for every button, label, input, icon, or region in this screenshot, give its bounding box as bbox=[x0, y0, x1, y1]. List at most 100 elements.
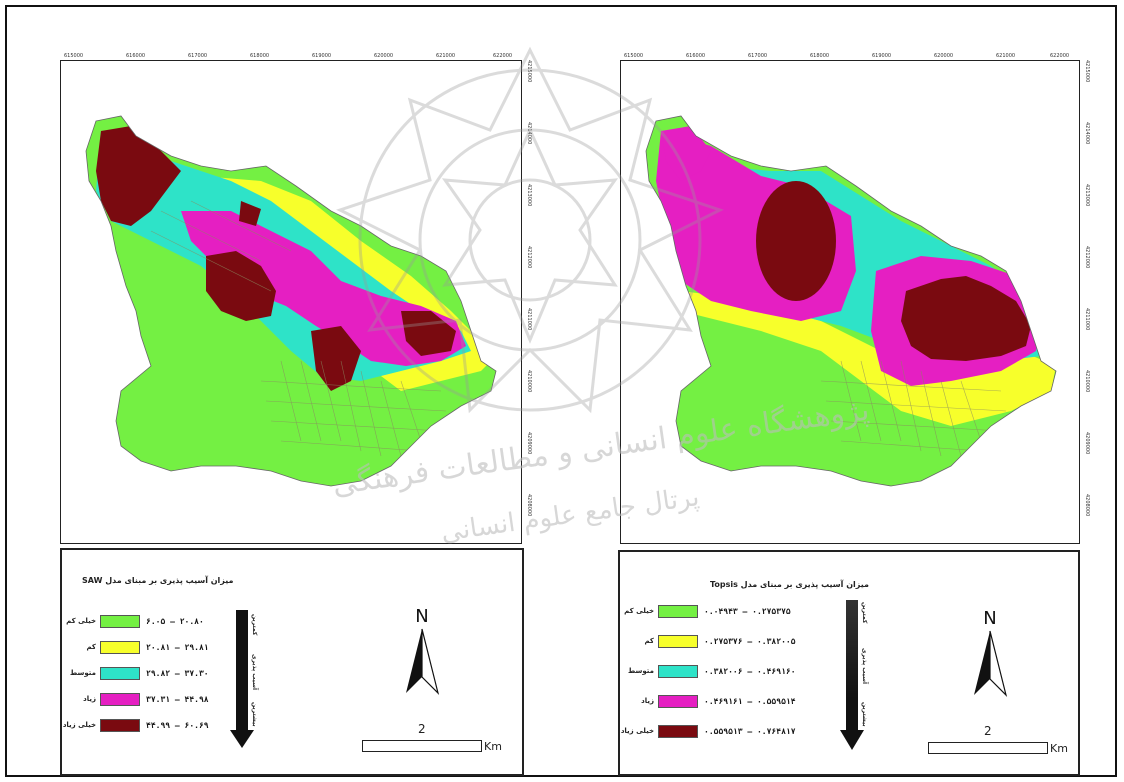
saw-x-tick: 618000 bbox=[250, 53, 270, 59]
north-arrow-icon bbox=[406, 628, 440, 695]
saw-legend-row-low: کم ۲۰.۸۱ – ۲۹.۸۱ bbox=[62, 640, 209, 654]
topsis-very-high-zone-1 bbox=[756, 181, 836, 301]
topsis-x-tick: 620000 bbox=[934, 53, 954, 59]
saw-legend-row-medium: متوسط ۲۹.۸۲ – ۳۷.۳۰ bbox=[62, 666, 209, 680]
very-high-swatch bbox=[100, 718, 140, 732]
saw-x-tick: 616000 bbox=[126, 53, 146, 59]
scale-value: 2 bbox=[418, 722, 426, 736]
legend-class-label: کم bbox=[86, 643, 96, 651]
topsis-legend-row-very-high: خیلی زیاد ۰.۵۵۹۵۱۳ – ۰.۷۶۴۸۱۷ bbox=[620, 724, 796, 738]
saw-very-high-zone-1 bbox=[96, 126, 181, 226]
topsis-x-tick: 621000 bbox=[996, 53, 1016, 59]
topsis-y-tick: 4212000 bbox=[1084, 246, 1090, 269]
topsis-boundary bbox=[645, 115, 1057, 487]
scale-value: 2 bbox=[984, 724, 992, 738]
legend-class-label: متوسط bbox=[628, 667, 654, 675]
scale-unit: Km bbox=[484, 740, 502, 753]
saw-very-high-zone-4 bbox=[401, 311, 456, 356]
legend-class-label: خیلی زیاد bbox=[620, 727, 654, 735]
vulnerability-gradient-bar bbox=[846, 600, 858, 698]
legend-range: ۰.۳۸۲۰۰۶ – ۰.۴۶۹۱۶۰ bbox=[704, 666, 796, 676]
saw-map bbox=[85, 115, 497, 487]
saw-x-tick: 620000 bbox=[374, 53, 394, 59]
saw-legend-row-high: زیاد ۳۷.۳۱ – ۴۴.۹۸ bbox=[62, 692, 209, 706]
institution-logo-watermark bbox=[336, 46, 724, 414]
high-swatch bbox=[658, 694, 698, 708]
legend-range: ۶.۰۵ – ۲۰.۸۰ bbox=[146, 616, 204, 626]
arrow-bottom-label: بیشترین bbox=[251, 702, 258, 727]
legend-range: ۲۰.۸۱ – ۲۹.۸۱ bbox=[146, 642, 209, 652]
saw-x-tick: 622000 bbox=[493, 53, 513, 59]
legend-range: ۰.۴۶۹۱۶۱ – ۰.۵۵۹۵۱۴ bbox=[704, 696, 796, 706]
vulnerability-gradient-bar bbox=[236, 610, 248, 702]
legend-class-label: زیاد bbox=[641, 697, 654, 705]
topsis-very-high-zone-2 bbox=[901, 276, 1031, 361]
saw-legend-panel: میزان آسیب پذیری بر مبنای مدل SAW خیلی ک… bbox=[60, 548, 524, 776]
topsis-street-network bbox=[820, 360, 1007, 457]
very-low-swatch bbox=[100, 614, 140, 628]
topsis-legend-title: میزان آسیب پذیری بر مبنای مدل Topsis bbox=[710, 580, 869, 589]
north-label: N bbox=[983, 608, 997, 629]
topsis-legend-row-high: زیاد ۰.۴۶۹۱۶۱ – ۰.۵۵۹۵۱۴ bbox=[620, 694, 796, 708]
saw-legend-row-very-high: خیلی زیاد ۴۴.۹۹ – ۶۰.۶۹ bbox=[62, 718, 209, 732]
arrow-top-label: کمترین bbox=[251, 614, 258, 636]
legend-class-label: متوسط bbox=[70, 669, 96, 677]
legend-class-label: خیلی کم bbox=[624, 607, 654, 615]
north-arrow-icon bbox=[974, 630, 1008, 697]
scale-bar bbox=[928, 742, 1048, 754]
topsis-map bbox=[645, 115, 1057, 487]
legend-class-label: کم bbox=[644, 637, 654, 645]
north-arrow: N bbox=[402, 606, 442, 701]
figure-frame bbox=[5, 5, 1117, 777]
legend-class-label: زیاد bbox=[83, 695, 96, 703]
north-arrow: N bbox=[970, 608, 1010, 703]
topsis-legend-row-medium: متوسط ۰.۳۸۲۰۰۶ – ۰.۴۶۹۱۶۰ bbox=[620, 664, 796, 678]
saw-high-zone bbox=[181, 211, 466, 366]
saw-x-tick: 621000 bbox=[436, 53, 456, 59]
topsis-x-tick: 619000 bbox=[872, 53, 892, 59]
arrow-bottom-label: بیشترین bbox=[861, 702, 868, 727]
topsis-y-tick: 4214000 bbox=[1084, 122, 1090, 145]
topsis-y-tick: 4215000 bbox=[1084, 60, 1090, 83]
saw-legend-title: میزان آسیب پذیری بر مبنای مدل SAW bbox=[82, 576, 234, 585]
saw-very-high-zone-3 bbox=[311, 326, 361, 391]
topsis-y-tick: 4208000 bbox=[1084, 494, 1090, 517]
topsis-y-tick: 4209000 bbox=[1084, 432, 1090, 455]
topsis-x-tick: 617000 bbox=[748, 53, 768, 59]
topsis-x-tick: 618000 bbox=[810, 53, 830, 59]
very-high-swatch bbox=[658, 724, 698, 738]
saw-legend-row-very-low: خیلی کم ۶.۰۵ – ۲۰.۸۰ bbox=[62, 614, 204, 628]
legend-range: ۰.۲۷۵۳۷۶ – ۰.۳۸۲۰۰۵ bbox=[704, 636, 796, 646]
topsis-legend-row-low: کم ۰.۲۷۵۳۷۶ – ۰.۳۸۲۰۰۵ bbox=[620, 634, 796, 648]
medium-swatch bbox=[100, 666, 140, 680]
scale-unit: Km bbox=[1050, 742, 1068, 755]
topsis-y-tick: 4213000 bbox=[1084, 184, 1090, 207]
very-low-swatch bbox=[658, 604, 698, 618]
down-arrow-icon bbox=[840, 698, 864, 750]
down-arrow-icon bbox=[230, 702, 254, 748]
topsis-x-tick: 622000 bbox=[1050, 53, 1070, 59]
topsis-y-tick: 4211000 bbox=[1084, 308, 1090, 331]
legend-range: ۲۹.۸۲ – ۳۷.۳۰ bbox=[146, 668, 209, 678]
low-swatch bbox=[100, 640, 140, 654]
legend-range: ۰.۰۴۹۴۳ – ۰.۲۷۵۳۷۵ bbox=[704, 606, 791, 616]
legend-range: ۳۷.۳۱ – ۴۴.۹۸ bbox=[146, 694, 209, 704]
medium-swatch bbox=[658, 664, 698, 678]
saw-x-tick: 619000 bbox=[312, 53, 332, 59]
topsis-x-tick: 615000 bbox=[624, 53, 644, 59]
topsis-legend-row-very-low: خیلی کم ۰.۰۴۹۴۳ – ۰.۲۷۵۳۷۵ bbox=[620, 604, 791, 618]
scale-bar bbox=[362, 740, 482, 752]
saw-x-tick: 615000 bbox=[64, 53, 84, 59]
topsis-legend-panel: میزان آسیب پذیری بر مبنای مدل Topsis خیل… bbox=[618, 550, 1080, 776]
legend-range: ۰.۵۵۹۵۱۳ – ۰.۷۶۴۸۱۷ bbox=[704, 726, 796, 736]
topsis-y-tick: 4210000 bbox=[1084, 370, 1090, 393]
legend-class-label: خیلی کم bbox=[66, 617, 96, 625]
saw-street-network bbox=[150, 200, 447, 457]
topsis-high-zone-3 bbox=[661, 126, 711, 181]
saw-boundary bbox=[85, 115, 497, 487]
arrow-top-label: کمترین bbox=[861, 602, 868, 624]
high-swatch bbox=[100, 692, 140, 706]
saw-very-high-zone-2 bbox=[206, 251, 276, 321]
topsis-map-panel bbox=[620, 60, 1080, 544]
legend-class-label: خیلی زیاد bbox=[62, 721, 96, 729]
